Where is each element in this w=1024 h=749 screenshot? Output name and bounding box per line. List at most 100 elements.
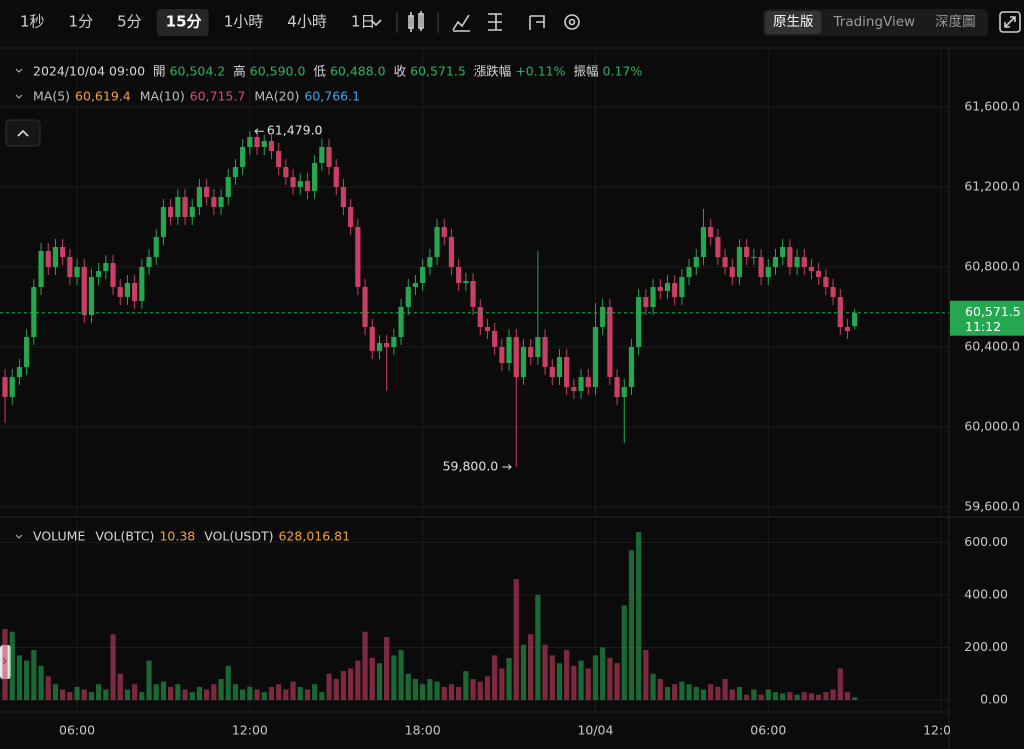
active-interval-bg [156, 9, 209, 36]
candle-body [88, 277, 95, 315]
volume-bar [52, 684, 59, 700]
y-tick-label: 60,400.0 [964, 339, 1020, 354]
candle-body [650, 287, 656, 307]
interval-tab[interactable]: 1小時 [224, 13, 264, 31]
volume-bar [254, 689, 260, 700]
volume-bar [672, 684, 678, 700]
candle-body [729, 267, 735, 277]
template-icon[interactable] [529, 15, 545, 30]
volume-bar [319, 692, 325, 700]
volume-bar [441, 686, 447, 700]
volume-bar [427, 678, 433, 700]
interval-tab[interactable]: 1秒 [20, 13, 45, 31]
candle-body [139, 267, 145, 301]
candle-body [592, 327, 599, 387]
volume-bar [492, 655, 498, 700]
candle-body [657, 287, 663, 291]
y2-tick-label: 200.00 [964, 639, 1008, 654]
fullscreen-icon[interactable] [999, 11, 1021, 33]
candle-body [628, 347, 635, 387]
volume-bar [787, 692, 793, 700]
collapse-button[interactable] [5, 119, 41, 147]
volume-bar [348, 668, 354, 700]
candle-body [542, 337, 548, 367]
view-tab[interactable]: 深度圖 [935, 14, 976, 30]
volume-bar [528, 634, 534, 700]
volume-bar [542, 644, 548, 700]
candle-body [693, 257, 699, 267]
volume-bar [535, 594, 541, 700]
settings-icon[interactable] [564, 14, 580, 30]
volume-bar [499, 668, 505, 700]
volume-bar [600, 647, 606, 700]
x-tick-label: 10/04 [577, 723, 613, 738]
view-tab[interactable]: 原生版 [773, 14, 814, 30]
x-tick-label: 06:00 [750, 723, 786, 738]
info-text: 10.38 [159, 529, 195, 544]
candle-body [484, 327, 491, 331]
volume-bar [700, 689, 707, 700]
volume-bar [333, 678, 339, 700]
indicator-icon[interactable] [452, 14, 470, 32]
candle-body [182, 197, 188, 217]
volume-bar [614, 663, 620, 700]
volume-bar [592, 655, 599, 700]
volume-bar [643, 650, 649, 700]
candle-body [16, 367, 23, 377]
volume-bar [132, 684, 138, 700]
candle-body [247, 137, 253, 147]
candle-body [686, 267, 692, 277]
y-tick-label: 60,800.0 [964, 259, 1020, 274]
candle-body [261, 141, 267, 147]
y2-tick-label: 400.00 [964, 586, 1008, 601]
candle-body [218, 197, 224, 207]
candle-body [715, 237, 721, 257]
vol-caret [15, 534, 23, 539]
volume-bar [434, 681, 440, 700]
x-tick-label: 18:00 [405, 723, 441, 738]
volume-bar [448, 684, 455, 700]
candle-body [60, 247, 66, 257]
candle-body [801, 257, 807, 267]
volume-bar [124, 689, 131, 700]
candle-body [276, 151, 282, 167]
volume-bar [74, 686, 80, 700]
info-text: 60,488.0 [330, 64, 386, 79]
y-tick-label: 60,000.0 [964, 419, 1020, 434]
volume-bar [729, 689, 735, 700]
candle-body [420, 267, 426, 283]
interval-tab[interactable]: 1日 [351, 13, 376, 31]
draw-icon[interactable] [488, 13, 502, 31]
interval-tab[interactable]: 4小時 [287, 13, 327, 31]
info-text: 漲跌幅 [474, 64, 512, 79]
candle-body [427, 257, 433, 267]
interval-tab[interactable]: 5分 [117, 13, 142, 31]
toolbar-icons[interactable] [370, 11, 1021, 33]
candle-body [844, 327, 851, 331]
candle-body [556, 357, 563, 377]
dropdown-icon[interactable] [370, 19, 382, 27]
volume-bar [240, 689, 246, 700]
info-text: 60,590.0 [250, 64, 306, 79]
volume-bar [708, 684, 714, 700]
volume-bar [837, 668, 843, 700]
volume-bar [38, 665, 44, 700]
view-tab[interactable]: TradingView [833, 14, 916, 30]
info-text: 開 [153, 64, 166, 79]
interval-tab[interactable]: 1分 [69, 13, 94, 31]
volume-bar [744, 694, 750, 700]
volume-bar [852, 697, 858, 700]
candle-body [96, 271, 102, 277]
last-price-label: 60,571.5 [965, 304, 1021, 319]
info-text: 60,619.4 [75, 89, 131, 104]
candle-body [837, 297, 843, 327]
volume-bar [715, 686, 721, 700]
info-text: 60,715.7 [190, 89, 246, 104]
volume-bar [621, 605, 627, 700]
candle-type-icon[interactable] [408, 11, 424, 32]
candle-body [240, 147, 246, 167]
interval-tab[interactable]: 15分 [166, 13, 202, 31]
volume-bar [765, 689, 771, 700]
last-price-badge [950, 300, 1024, 336]
candle-body [348, 207, 354, 227]
